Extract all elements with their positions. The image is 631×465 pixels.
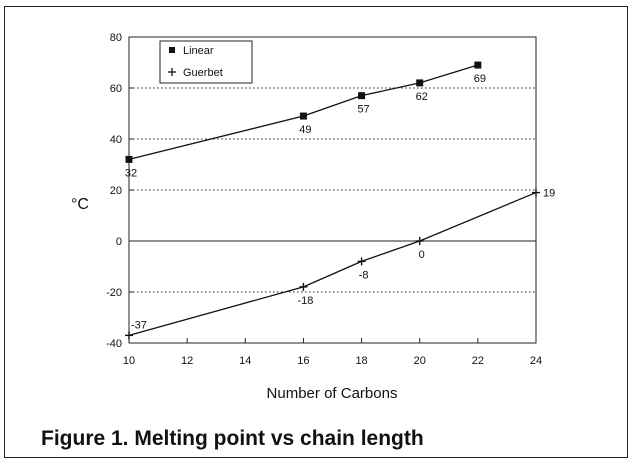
- linear-point-marker: [125, 155, 133, 163]
- guerbet-data-label: 0: [419, 249, 425, 261]
- x-tick-label: 14: [239, 355, 251, 367]
- linear-data-label: 32: [125, 167, 137, 179]
- linear-data-label: 57: [357, 104, 369, 116]
- y-tick-label: 80: [110, 32, 122, 44]
- axis-ticks: -40 -20 0 20 40 60 80 10 12 14 16 18 20 22 24: [106, 32, 542, 367]
- linear-data-label: 49: [299, 124, 311, 136]
- x-tick-label: 22: [472, 355, 484, 367]
- guerbet-data-label: -18: [297, 295, 313, 307]
- x-tick-label: 12: [181, 355, 193, 367]
- y-tick-label: 20: [110, 185, 122, 197]
- x-tick-label: 24: [530, 355, 542, 367]
- melting-point-chart: -40 -20 0 20 40 60 80 10 12 14 16 18 20 22 24 32 49 57 62…: [71, 32, 555, 402]
- grid-lines: [129, 87, 536, 293]
- legend-box: [159, 40, 253, 84]
- legend: Linear Guerbet: [159, 40, 253, 84]
- linear-data-label: 62: [416, 91, 428, 103]
- figure-caption: Figure 1. Melting point vs chain length: [41, 427, 424, 450]
- linear-point-marker: [299, 112, 307, 120]
- y-tick-label: 0: [116, 236, 122, 248]
- x-axis-label: Number of Carbons: [267, 385, 398, 402]
- linear-point-marker: [416, 79, 424, 87]
- series-line-guerbet: [128, 191, 537, 336]
- x-tick-label: 10: [123, 355, 135, 367]
- y-axis-label: °C: [71, 196, 89, 213]
- figure-frame: -40 -20 0 20 40 60 80 10 12 14 16 18 20 22 24 32 49 57 62…: [4, 6, 628, 458]
- legend-square-marker: [169, 47, 175, 53]
- guerbet-data-label: -8: [359, 269, 369, 281]
- legend-label-guerbet: Guerbet: [183, 67, 223, 79]
- y-tick-label: -20: [106, 287, 122, 299]
- guerbet-data-label: 19: [543, 188, 555, 200]
- x-tick-label: 18: [355, 355, 367, 367]
- legend-label-linear: Linear: [183, 45, 214, 57]
- guerbet-data-label: -37: [131, 319, 147, 331]
- data-series: 32 49 57 62 69 -37 -18 -8 0 19: [125, 61, 555, 340]
- linear-point-marker: [358, 92, 366, 100]
- x-tick-label: 16: [297, 355, 309, 367]
- linear-point-marker: [474, 61, 482, 69]
- y-tick-label: 60: [110, 83, 122, 95]
- y-tick-label: -40: [106, 338, 122, 350]
- y-tick-label: 40: [110, 134, 122, 146]
- x-tick-label: 20: [414, 355, 426, 367]
- linear-data-label: 69: [474, 73, 486, 85]
